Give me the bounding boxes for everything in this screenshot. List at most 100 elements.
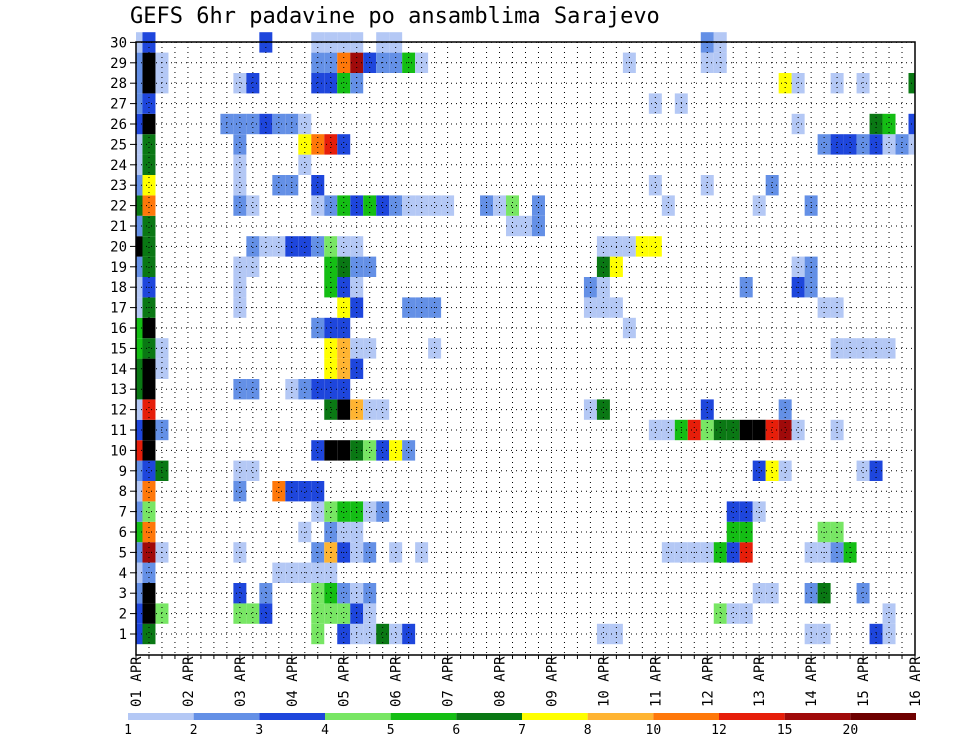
heatmap-cell [272,236,286,257]
colorbar-label: 2 [190,723,198,738]
heatmap-cell [298,113,312,135]
heatmap-cell [791,113,805,135]
heatmap-cell [142,338,156,359]
heatmap-cell [376,399,390,420]
heatmap-cell [136,277,143,298]
heatmap-cell [324,358,338,379]
heatmap-cell [142,440,156,461]
heatmap-cell [376,195,390,216]
heatmap-cell [583,399,597,420]
y-tick-label: 21 [110,219,127,235]
heatmap-cell [376,623,390,645]
heatmap-cell [142,379,156,400]
x-tick-label: 03 APR [233,656,249,707]
heatmap-cell [136,603,143,624]
heatmap-cell [830,419,844,441]
heatmap-cell [337,256,351,277]
heatmap-cell [791,419,805,441]
heatmap-cell [142,73,156,94]
heatmap-cell [428,338,442,359]
y-tick-label: 7 [119,505,127,521]
heatmap-cell [324,134,338,155]
colorbar-swatch [128,713,194,720]
heatmap-cell [136,236,143,257]
y-tick-label: 15 [110,341,127,357]
heatmap-cell [596,236,610,257]
heatmap-cell [337,236,351,257]
y-tick-label: 25 [110,137,127,153]
x-tick-label: 09 APR [544,656,560,707]
x-axis: 01 APR 02 APR 03 APR 04 APR 05 APR 06 APR 07 A… [129,655,924,707]
x-tick-label: 02 APR [181,656,197,707]
heatmap-cell [324,501,338,522]
heatmap-cell [817,134,831,155]
heatmap-cell [246,73,260,94]
heatmap-cell [272,113,286,135]
heatmap-cell [882,113,896,135]
heatmap-cell [136,52,143,73]
heatmap-cell [233,460,247,481]
heatmap-cell [337,623,351,645]
heatmap-cell [778,460,792,481]
heatmap-cell [142,154,156,175]
heatmap-cell [298,134,312,155]
heatmap-cell [324,256,338,277]
heatmap-cell [648,236,662,257]
heatmap-cell [311,481,325,502]
heatmap-cell [324,236,338,257]
heatmap-cell [136,317,143,339]
heatmap-cell [142,358,156,379]
colorbar-label: 10 [646,723,662,738]
y-tick-label: 29 [110,56,127,72]
y-tick-label: 26 [110,117,127,133]
colorbar-swatch [193,713,260,720]
colorbar-label: 6 [452,723,460,738]
heatmap-cell [648,419,662,441]
heatmap-cell [882,338,896,359]
heatmap-cell [246,195,260,216]
colorbar-swatch [522,713,588,720]
heatmap-cell [311,501,325,522]
heatmap-cell [136,154,143,175]
heatmap-cell [337,583,351,604]
heatmap-cell [272,175,286,196]
heatmap-cell [246,236,260,257]
heatmap-cell [402,440,416,461]
colorbar-swatch [456,713,522,720]
heatmap-cell [136,501,143,522]
colorbar-label: 5 [387,723,395,738]
heatmap-cell [778,73,792,94]
y-tick-label: 30 [110,35,127,51]
heatmap-cell [713,419,727,441]
heatmap-cell [726,419,740,441]
x-tick-label: 10 APR [596,656,612,707]
y-tick-label: 19 [110,260,127,276]
x-tick-label: 07 APR [441,656,457,707]
heatmap-cell [337,338,351,359]
y-tick-label: 18 [110,280,127,296]
heatmap-cell [259,236,273,257]
heatmap-cell [136,583,143,604]
heatmap-cell [363,501,377,522]
heatmap-cell [402,195,416,216]
heatmap-cell [136,521,143,543]
heatmap-cell [142,175,156,196]
heatmap-cell [136,134,143,155]
heatmap-cell [389,623,403,645]
heatmap-cell [765,175,779,196]
heatmap-cell [324,440,338,461]
heatmap-cell [324,338,338,359]
heatmap-cell [142,603,156,624]
colorbar-label: 12 [711,723,727,738]
heatmap-cell [337,379,351,400]
x-tick-label: 14 APR [804,656,820,707]
heatmap-cell [233,583,247,604]
heatmap-cell [752,195,766,216]
heatmap-cell [136,175,143,196]
heatmap-cell [778,419,792,441]
y-tick-label: 20 [110,239,127,255]
heatmap-cell [428,195,442,216]
y-tick-label: 28 [110,76,127,92]
heatmap-cell [700,175,714,196]
